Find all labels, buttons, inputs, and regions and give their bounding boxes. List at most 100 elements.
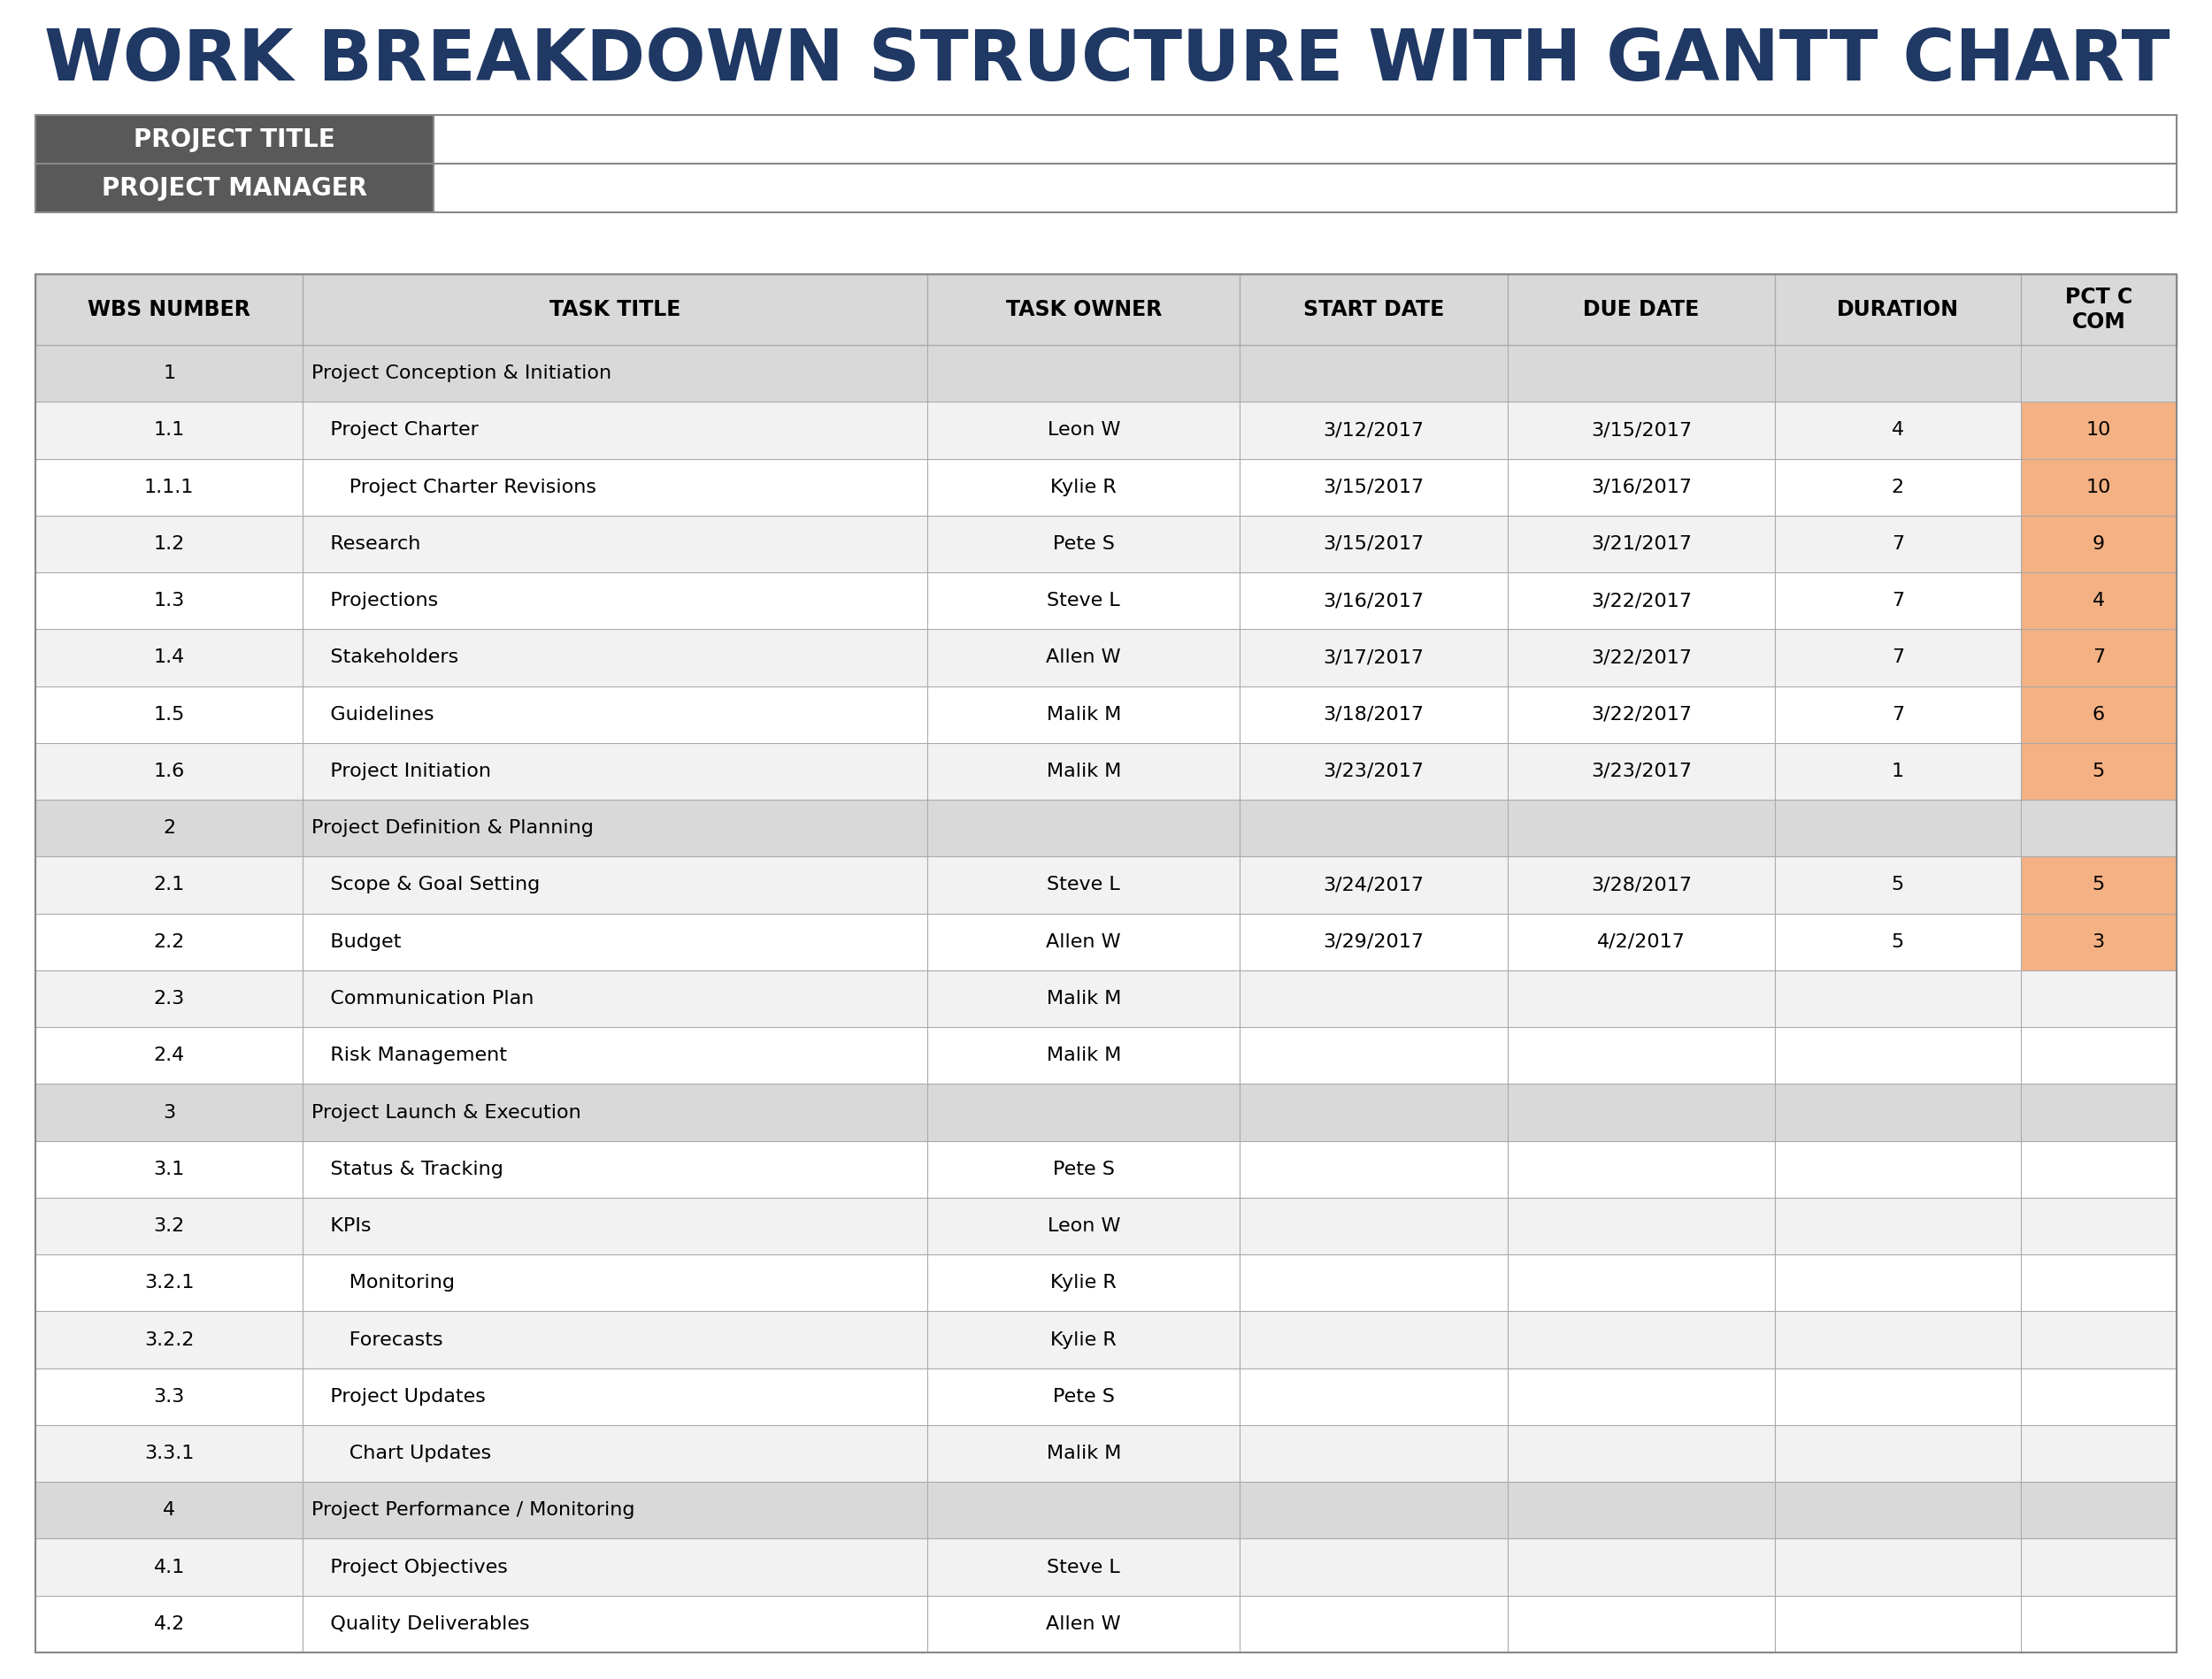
Bar — [2020, 458, 2177, 515]
Bar — [35, 1028, 2177, 1085]
Bar — [2020, 856, 2177, 913]
Text: Project Performance / Monitoring: Project Performance / Monitoring — [312, 1501, 635, 1519]
Text: TASK OWNER: TASK OWNER — [1006, 299, 1161, 321]
Text: 3/23/2017: 3/23/2017 — [1590, 762, 1692, 781]
Text: 3/16/2017: 3/16/2017 — [1590, 479, 1692, 495]
Bar — [35, 970, 2177, 1028]
Text: Quality Deliverables: Quality Deliverables — [312, 1615, 531, 1634]
Text: Malik M: Malik M — [1046, 1046, 1121, 1064]
Text: 3.1: 3.1 — [153, 1160, 186, 1179]
Text: 2.1: 2.1 — [153, 876, 186, 893]
Bar — [434, 114, 2177, 163]
Text: 4.2: 4.2 — [153, 1615, 186, 1634]
Text: Project Updates: Project Updates — [312, 1389, 487, 1405]
Bar — [35, 573, 2177, 630]
Bar — [2020, 573, 2177, 630]
Text: 5: 5 — [2093, 876, 2106, 893]
Bar — [2020, 630, 2177, 687]
Text: 5: 5 — [2093, 762, 2106, 781]
Text: Malik M: Malik M — [1046, 1444, 1121, 1462]
Text: 7: 7 — [1891, 593, 1905, 609]
Text: 2: 2 — [164, 819, 175, 838]
Bar — [35, 274, 2177, 344]
Text: Steve L: Steve L — [1046, 1558, 1119, 1577]
Text: KPIs: KPIs — [312, 1217, 372, 1236]
Text: 1.5: 1.5 — [153, 705, 186, 724]
Text: Allen W: Allen W — [1046, 934, 1121, 950]
Bar — [35, 1140, 2177, 1197]
Text: 9: 9 — [2093, 536, 2106, 552]
Bar — [35, 630, 2177, 687]
Text: 3/22/2017: 3/22/2017 — [1590, 648, 1692, 667]
Text: Allen W: Allen W — [1046, 648, 1121, 667]
Text: 3: 3 — [164, 1103, 175, 1122]
Text: START DATE: START DATE — [1303, 299, 1444, 321]
Text: Kylie R: Kylie R — [1051, 1274, 1117, 1291]
Text: Chart Updates: Chart Updates — [312, 1444, 491, 1462]
Bar — [2020, 913, 2177, 970]
Bar — [35, 687, 2177, 742]
Text: Project Conception & Initiation: Project Conception & Initiation — [312, 364, 613, 383]
Text: Stakeholders: Stakeholders — [312, 648, 460, 667]
Text: 2: 2 — [1891, 479, 1905, 495]
Text: Pete S: Pete S — [1053, 536, 1115, 552]
Text: Research: Research — [312, 536, 420, 552]
Text: 3/28/2017: 3/28/2017 — [1590, 876, 1692, 893]
Text: 5: 5 — [1891, 876, 1905, 893]
Bar — [2020, 742, 2177, 799]
Bar — [35, 274, 2177, 1652]
Text: 1: 1 — [164, 364, 175, 383]
Text: Malik M: Malik M — [1046, 705, 1121, 724]
Text: DUE DATE: DUE DATE — [1584, 299, 1699, 321]
Text: 3/21/2017: 3/21/2017 — [1590, 536, 1692, 552]
Text: Pete S: Pete S — [1053, 1389, 1115, 1405]
Text: 3.3.1: 3.3.1 — [144, 1444, 195, 1462]
Text: 1: 1 — [1891, 762, 1905, 781]
Bar — [434, 163, 2177, 212]
Text: Project Launch & Execution: Project Launch & Execution — [312, 1103, 582, 1122]
Text: 4.1: 4.1 — [153, 1558, 186, 1577]
Bar — [35, 799, 2177, 856]
Text: 7: 7 — [1891, 705, 1905, 724]
Bar — [35, 1483, 2177, 1538]
Text: 2.2: 2.2 — [153, 934, 186, 950]
Text: Kylie R: Kylie R — [1051, 1331, 1117, 1348]
Text: 7: 7 — [1891, 648, 1905, 667]
Text: Steve L: Steve L — [1046, 876, 1119, 893]
Text: Project Initiation: Project Initiation — [312, 762, 491, 781]
Text: 2.3: 2.3 — [153, 991, 186, 1007]
Bar — [35, 114, 434, 163]
Text: Malik M: Malik M — [1046, 762, 1121, 781]
Text: 3/17/2017: 3/17/2017 — [1323, 648, 1425, 667]
Bar — [2020, 687, 2177, 742]
Bar — [35, 1425, 2177, 1483]
Text: TASK TITLE: TASK TITLE — [549, 299, 681, 321]
Text: 3.2.1: 3.2.1 — [144, 1274, 195, 1291]
Text: DURATION: DURATION — [1836, 299, 1960, 321]
Bar — [35, 163, 434, 212]
Bar — [35, 913, 2177, 970]
Text: 1.4: 1.4 — [153, 648, 186, 667]
Text: 4: 4 — [164, 1501, 175, 1519]
Text: Pete S: Pete S — [1053, 1160, 1115, 1179]
Text: 1.1: 1.1 — [153, 421, 186, 440]
Text: Leon W: Leon W — [1046, 1217, 1119, 1236]
Bar — [35, 1538, 2177, 1595]
Text: WBS NUMBER: WBS NUMBER — [88, 299, 250, 321]
Bar — [35, 515, 2177, 573]
Text: 3/22/2017: 3/22/2017 — [1590, 593, 1692, 609]
Text: Scope & Goal Setting: Scope & Goal Setting — [312, 876, 540, 893]
Bar — [35, 344, 2177, 401]
Text: 3.2.2: 3.2.2 — [144, 1331, 195, 1348]
Text: Kylie R: Kylie R — [1051, 479, 1117, 495]
Text: 7: 7 — [1891, 536, 1905, 552]
Bar — [35, 458, 2177, 515]
Bar — [35, 856, 2177, 913]
Text: 3/15/2017: 3/15/2017 — [1323, 536, 1425, 552]
Bar — [35, 1197, 2177, 1254]
Text: Budget: Budget — [312, 934, 403, 950]
Text: 1.6: 1.6 — [153, 762, 186, 781]
Text: Projections: Projections — [312, 593, 438, 609]
Text: PCT C
COM: PCT C COM — [2064, 287, 2132, 332]
Text: Risk Management: Risk Management — [312, 1046, 507, 1064]
